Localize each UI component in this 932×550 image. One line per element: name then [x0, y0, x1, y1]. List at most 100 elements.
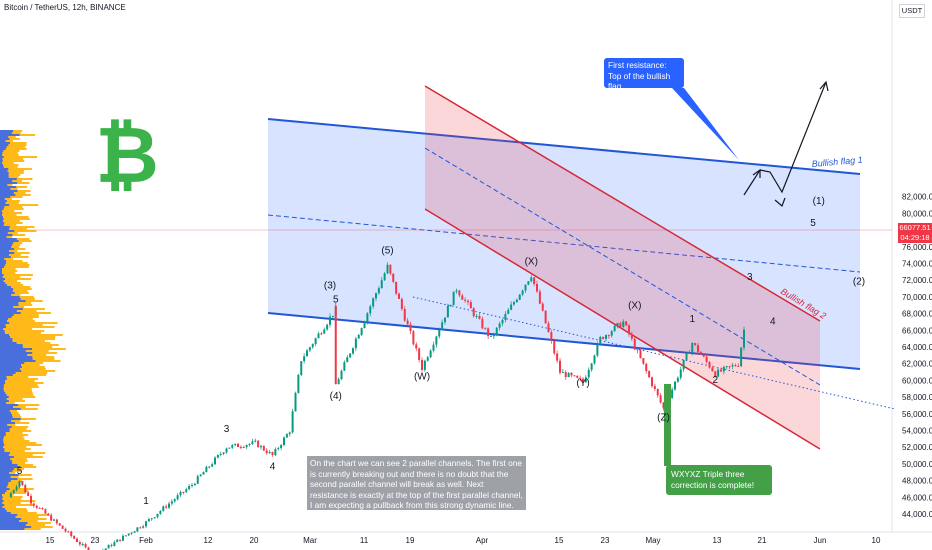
volume-bar-down: [0, 234, 13, 236]
candle-body: [708, 361, 711, 368]
candle-body: [329, 316, 331, 325]
volume-bar-up: [0, 444, 42, 446]
volume-bar-down: [0, 414, 13, 416]
volume-bar-down: [0, 448, 5, 450]
candle-body: [38, 507, 41, 509]
candle-body: [67, 531, 70, 533]
candle-body: [225, 448, 228, 453]
bullish-flag-1-top[interactable]: [267, 118, 861, 175]
dotted-support-line[interactable]: [412, 296, 896, 410]
candle-body: [573, 375, 576, 377]
volume-bar-up: [0, 214, 17, 216]
candle-body: [245, 445, 248, 448]
volume-bar-up: [0, 164, 19, 166]
candle-body: [47, 513, 50, 516]
volume-bar-up: [0, 328, 33, 330]
candle-body: [570, 372, 573, 376]
candle-body: [15, 486, 18, 491]
bullish-flag-2-bottom[interactable]: [424, 208, 821, 450]
wave-label: 3: [747, 272, 753, 283]
volume-bar-down: [0, 186, 17, 188]
volume-bar-up: [0, 498, 22, 500]
candle-body: [354, 338, 357, 349]
candle-body: [196, 476, 199, 484]
candle-body: [176, 495, 179, 500]
candle-body: [504, 313, 507, 320]
candle-body: [188, 485, 191, 490]
volume-bar-down: [0, 438, 4, 440]
wave-label: 5: [333, 295, 339, 306]
candle-body: [320, 333, 323, 335]
volume-bar-down: [0, 242, 14, 244]
volume-bar-down: [0, 470, 13, 472]
volume-bar-down: [0, 310, 17, 312]
candle-body: [349, 353, 352, 358]
volume-bar-down: [0, 402, 7, 404]
volume-bar-down: [0, 360, 36, 362]
candle-body: [481, 318, 484, 329]
volume-bar-up: [0, 324, 43, 326]
volume-bar-up: [0, 446, 27, 448]
candle-body: [613, 325, 616, 332]
volume-bar-down: [0, 294, 12, 296]
volume-bar-up: [0, 152, 18, 154]
volume-bar-up: [0, 138, 20, 140]
x-tick-label: 15: [555, 536, 564, 545]
bullish-flag-2-top[interactable]: [424, 85, 821, 322]
candle-body: [87, 547, 90, 550]
bullish-flag-2-mid[interactable]: [424, 147, 821, 386]
y-tick-label: 74,000.00: [902, 260, 932, 269]
candle-body: [317, 333, 320, 339]
volume-bar-up: [0, 494, 14, 496]
volume-bar-down: [0, 202, 6, 204]
volume-bar-down: [0, 348, 33, 350]
candle-body: [533, 277, 536, 285]
volume-bar-down: [0, 436, 4, 438]
candle-body: [265, 450, 268, 454]
candle-body: [343, 362, 346, 371]
candle-body: [222, 452, 225, 454]
candle-body: [234, 443, 237, 446]
bullish-flag-2-area[interactable]: [425, 86, 820, 449]
volume-bar-down: [0, 150, 4, 152]
volume-bar-down: [0, 288, 14, 290]
candle-body: [619, 322, 622, 327]
volume-bar-down: [0, 318, 9, 320]
candle-body: [403, 308, 406, 321]
volume-bar-down: [0, 184, 8, 186]
volume-bar-down: [0, 498, 3, 500]
volume-bar-up: [0, 206, 23, 208]
volume-bar-down: [0, 366, 22, 368]
bullish-flag-1-mid[interactable]: [267, 214, 861, 273]
volume-bar-down: [0, 480, 11, 482]
volume-bar-down: [0, 232, 8, 234]
volume-bar-down: [0, 320, 7, 322]
candle-body: [541, 303, 544, 311]
resistance-callout-pointer: [672, 88, 739, 160]
volume-bar-down: [0, 244, 13, 246]
volume-bar-up: [0, 202, 19, 204]
x-tick-label: Apr: [476, 536, 489, 545]
volume-bar-up: [0, 402, 15, 404]
volume-bar-up: [0, 340, 45, 342]
candle-body: [55, 519, 58, 524]
volume-bar-up: [0, 372, 48, 374]
candle-body: [628, 325, 630, 335]
candle-body: [444, 317, 446, 323]
wave-label: (2): [853, 276, 865, 287]
candle-body: [653, 386, 656, 389]
candle-body: [274, 448, 277, 456]
candle-body: [498, 323, 501, 328]
bullish-flag-1-bottom[interactable]: [267, 312, 861, 370]
volume-bar-down: [0, 518, 22, 520]
wave-label: 4: [770, 316, 776, 327]
currency-button[interactable]: USDT: [899, 4, 925, 18]
volume-bar-up: [0, 150, 20, 152]
x-tick-label: Mar: [303, 536, 317, 545]
volume-bar-down: [0, 358, 33, 360]
volume-bar-down: [0, 322, 10, 324]
volume-bar-down: [0, 502, 3, 504]
volume-bar-down: [0, 404, 19, 406]
volume-bar-down: [0, 132, 13, 134]
candle-body: [679, 369, 682, 378]
